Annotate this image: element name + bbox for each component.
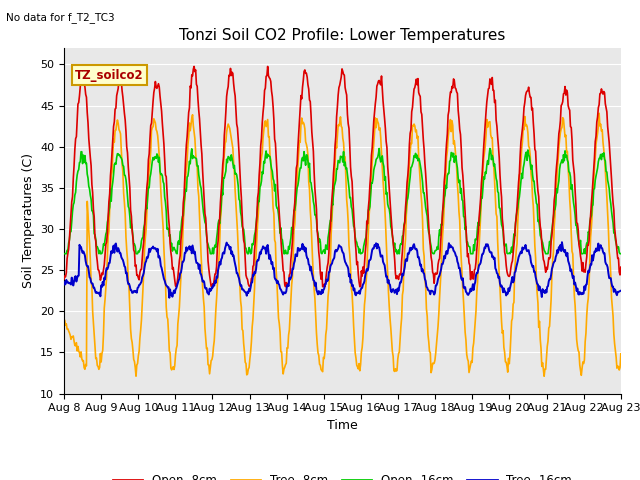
Title: Tonzi Soil CO2 Profile: Lower Temperatures: Tonzi Soil CO2 Profile: Lower Temperatur…	[179, 28, 506, 43]
Legend: Open -8cm, Tree -8cm, Open -16cm, Tree -16cm: Open -8cm, Tree -8cm, Open -16cm, Tree -…	[108, 469, 577, 480]
Y-axis label: Soil Temperatures (C): Soil Temperatures (C)	[22, 153, 35, 288]
X-axis label: Time: Time	[327, 419, 358, 432]
Text: TZ_soilco2: TZ_soilco2	[75, 69, 144, 82]
Text: No data for f_T2_TC3: No data for f_T2_TC3	[6, 12, 115, 23]
